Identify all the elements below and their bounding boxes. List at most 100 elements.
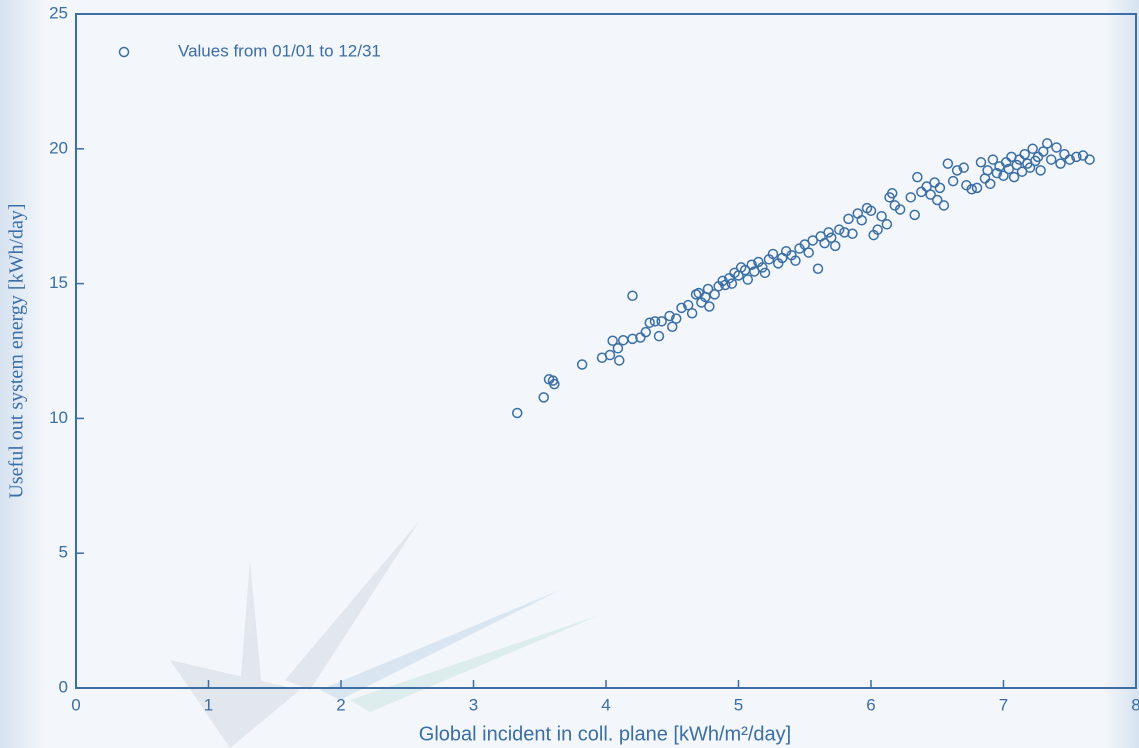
y-tick-label: 15 [49, 273, 68, 292]
point [686, 308, 698, 319]
point [664, 310, 675, 322]
point [1041, 138, 1053, 149]
point [1051, 142, 1062, 153]
y-tick-label: 10 [49, 408, 68, 427]
point [823, 227, 834, 238]
point [1084, 154, 1095, 165]
point [1011, 159, 1022, 171]
y-axis-label: Useful out system energy [kWh/day] [6, 203, 28, 498]
point [1000, 157, 1012, 168]
x-tick-label: 6 [866, 695, 875, 714]
point [929, 177, 940, 188]
point [511, 407, 523, 419]
point [843, 213, 854, 225]
point [723, 272, 735, 284]
point [1014, 154, 1025, 165]
point [916, 186, 927, 198]
point [909, 209, 920, 221]
point [826, 232, 837, 244]
point [607, 335, 618, 347]
point [746, 259, 757, 270]
point [549, 378, 560, 390]
point [829, 240, 841, 252]
point [799, 239, 810, 250]
point [1003, 163, 1015, 175]
x-tick-label: 4 [601, 695, 610, 714]
point [538, 392, 549, 403]
point [1035, 165, 1046, 176]
point [1027, 143, 1038, 155]
point [1024, 162, 1036, 173]
point [856, 214, 867, 226]
point [982, 165, 993, 176]
point [653, 330, 665, 342]
point [894, 204, 906, 215]
point [667, 321, 678, 332]
point [644, 317, 655, 328]
point [649, 316, 661, 327]
point [1064, 154, 1075, 165]
point [676, 302, 687, 314]
point [702, 283, 714, 295]
point [742, 274, 754, 285]
point [865, 205, 877, 217]
point [942, 158, 954, 169]
point [803, 247, 814, 258]
point [726, 278, 738, 289]
y-tick-label: 0 [59, 677, 68, 696]
point [819, 237, 830, 249]
point [905, 192, 916, 203]
point [749, 266, 760, 277]
point [1045, 154, 1057, 165]
point [670, 313, 682, 324]
x-tick-label: 1 [204, 695, 213, 714]
point [807, 235, 818, 246]
point [985, 178, 996, 190]
x-tick-label: 7 [999, 695, 1008, 714]
point [1032, 151, 1044, 163]
point [881, 219, 893, 230]
x-tick-label: 3 [469, 695, 478, 714]
point [966, 183, 977, 195]
point [1038, 146, 1049, 157]
point [947, 175, 959, 187]
y-tick-label: 5 [59, 543, 68, 562]
point [635, 332, 646, 343]
point [614, 355, 625, 366]
point [872, 224, 883, 235]
point [991, 167, 1003, 179]
point [709, 289, 720, 300]
point [932, 194, 943, 206]
x-tick-label: 8 [1131, 695, 1139, 714]
point [627, 290, 638, 301]
x-tick-label: 5 [734, 695, 743, 714]
point [812, 263, 824, 275]
x-axis-label: Global incident in coll. plane [kWh/m²/d… [419, 723, 791, 745]
point [604, 349, 616, 361]
point [640, 326, 651, 338]
point [1016, 166, 1028, 177]
point [1071, 151, 1082, 163]
y-tick-label: 25 [49, 3, 68, 22]
point [656, 316, 667, 327]
point [971, 182, 983, 194]
point [1019, 148, 1030, 160]
point [934, 182, 946, 194]
point [612, 343, 624, 354]
point [847, 228, 858, 239]
point [1059, 148, 1070, 160]
point [682, 299, 694, 311]
point [998, 170, 1009, 182]
legend-label: Values from 01/01 to 12/31 [178, 41, 381, 60]
point [951, 165, 963, 176]
point [876, 210, 887, 222]
point [925, 189, 936, 200]
point [958, 162, 969, 173]
y-tick-label: 20 [49, 138, 68, 157]
point [886, 188, 898, 199]
point [839, 227, 850, 238]
point [921, 181, 932, 192]
